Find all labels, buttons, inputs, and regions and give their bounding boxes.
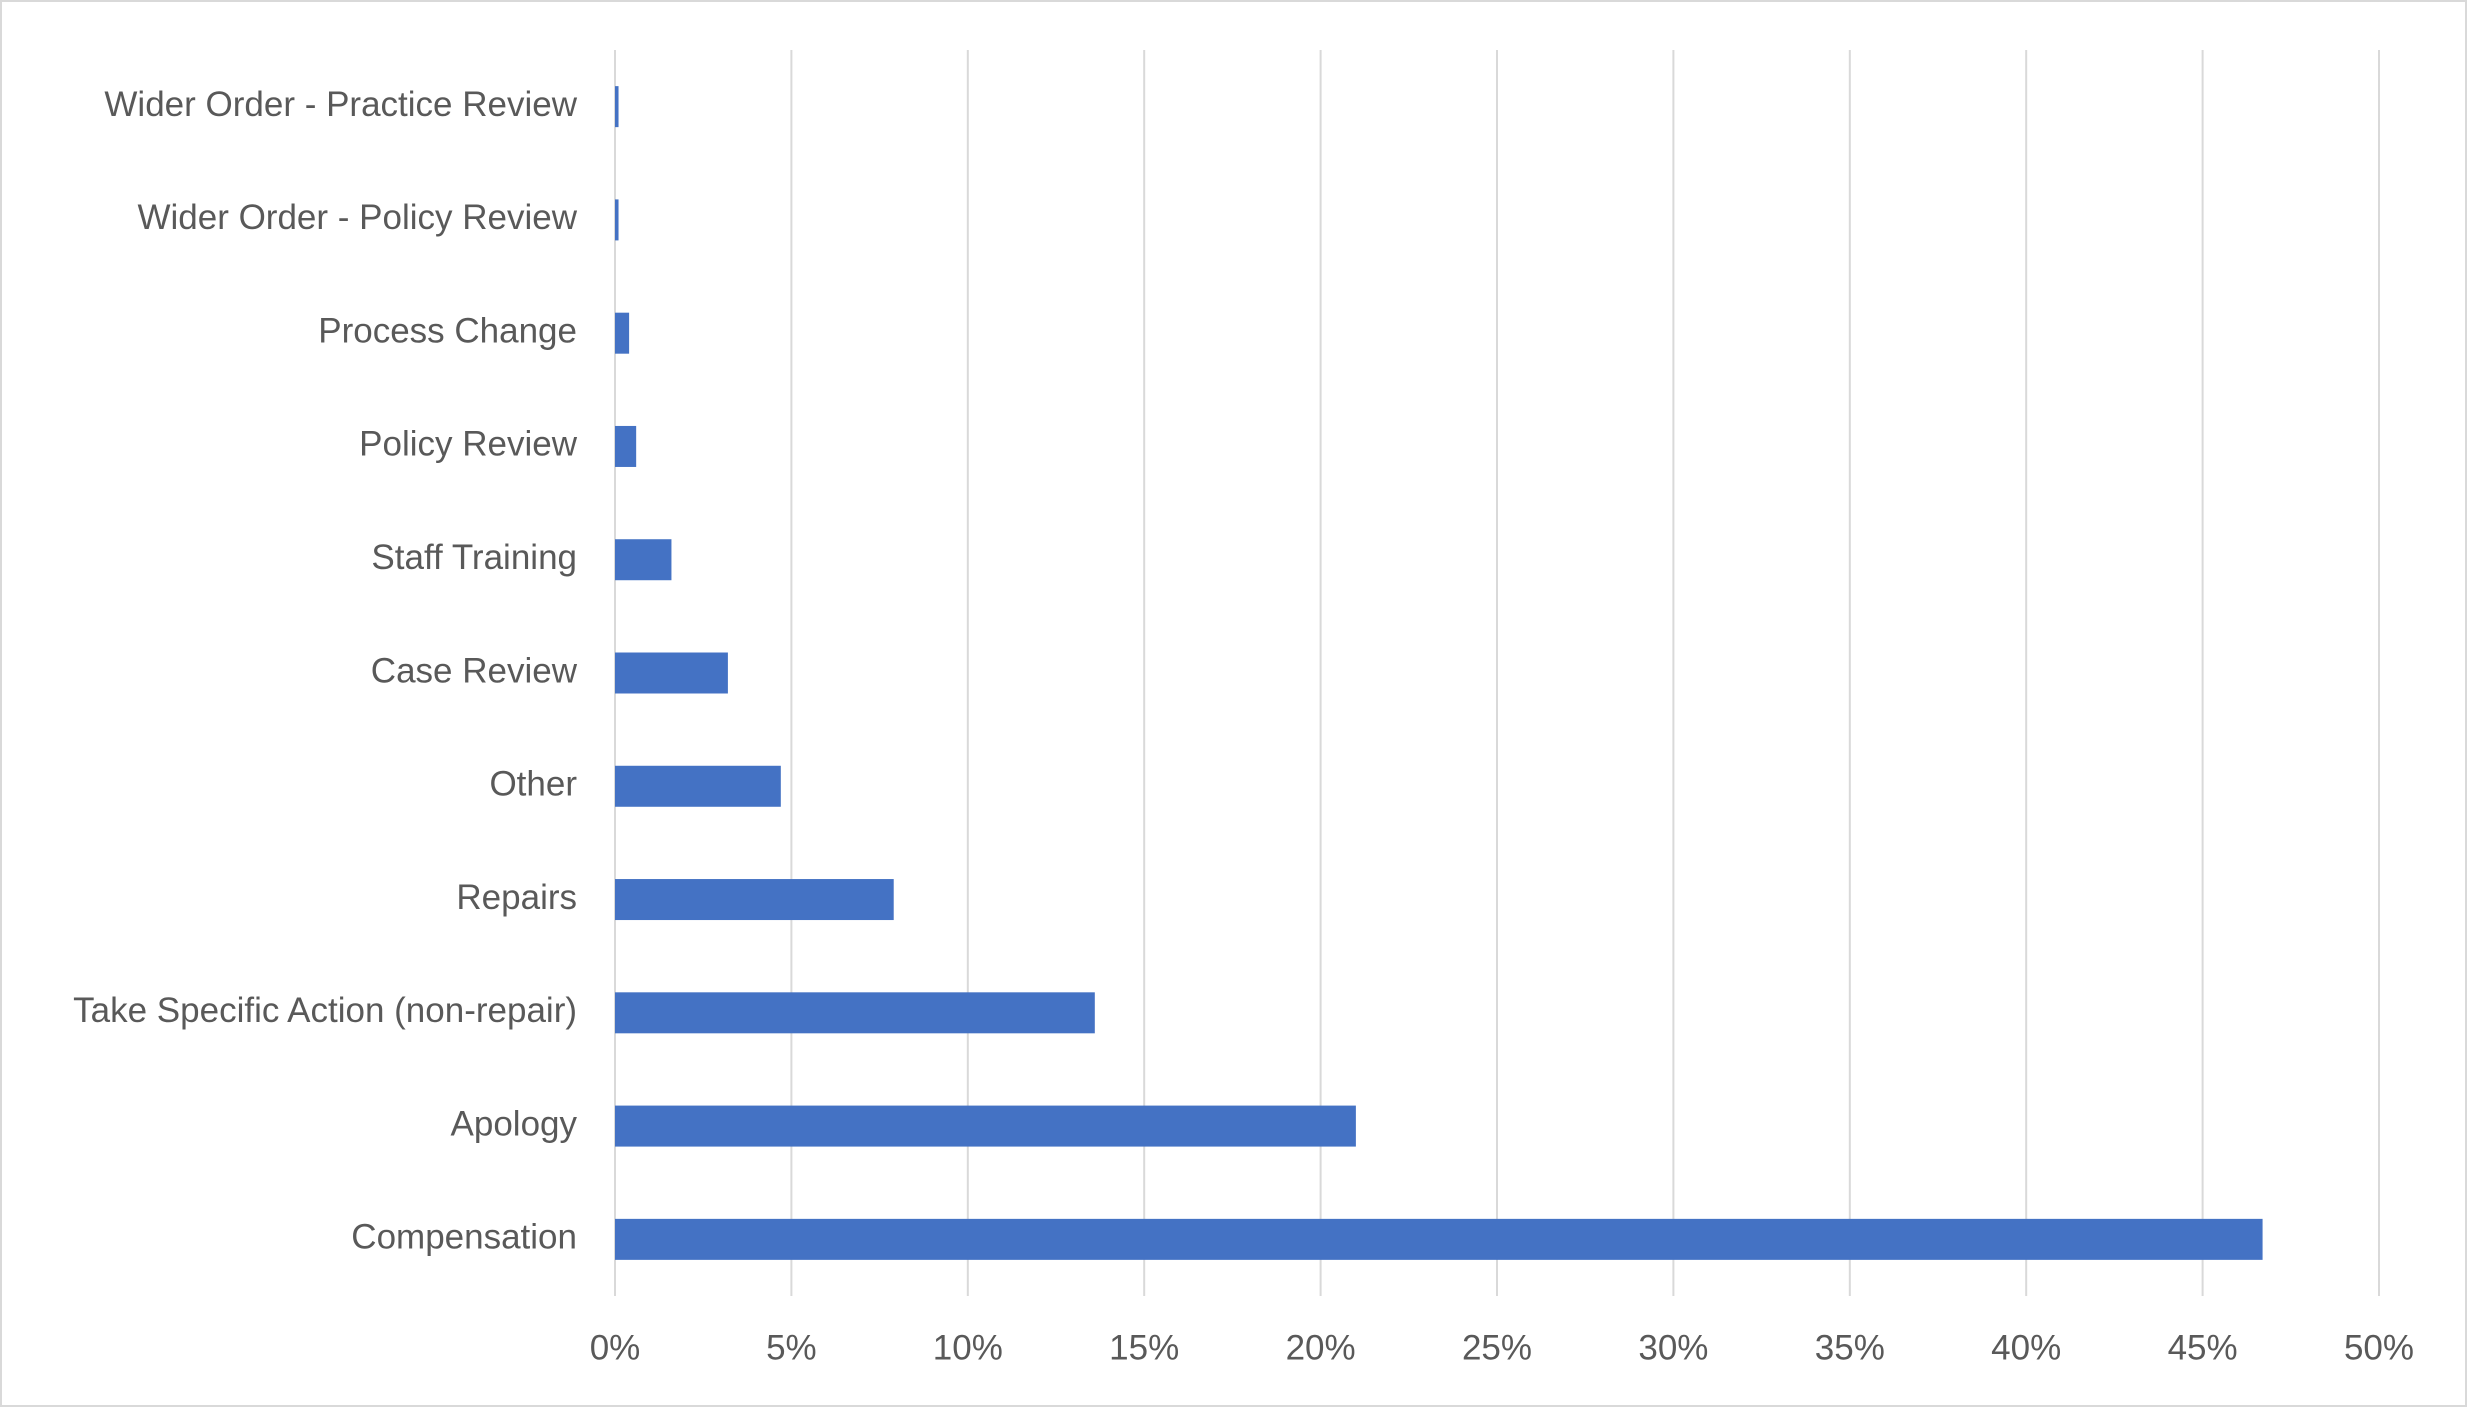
bar — [615, 1105, 1356, 1147]
x-tick-label: 20% — [1286, 1328, 1356, 1367]
y-tick-label: Case Review — [371, 651, 578, 690]
bar — [615, 652, 728, 694]
bar — [615, 1218, 2263, 1260]
y-tick-label: Policy Review — [359, 425, 578, 464]
y-tick-label: Apology — [451, 1104, 578, 1143]
x-tick-label: 15% — [1109, 1328, 1179, 1367]
y-tick-label: Staff Training — [371, 538, 577, 577]
x-tick-label: 5% — [766, 1328, 817, 1367]
x-tick-label: 45% — [2168, 1328, 2238, 1367]
y-tick-label: Take Specific Action (non-repair) — [73, 991, 577, 1030]
y-tick-label: Wider Order - Practice Review — [104, 85, 577, 124]
y-tick-label: Other — [489, 765, 577, 804]
y-tick-label: Compensation — [351, 1218, 577, 1257]
bar — [615, 312, 630, 354]
x-tick-label: 30% — [1638, 1328, 1708, 1367]
x-tick-label: 0% — [590, 1328, 641, 1367]
y-tick-label: Repairs — [456, 878, 577, 917]
bar — [615, 765, 781, 807]
x-tick-label: 25% — [1462, 1328, 1532, 1367]
x-tick-label: 50% — [2344, 1328, 2414, 1367]
y-tick-label: Wider Order - Policy Review — [137, 198, 577, 237]
bar — [615, 425, 637, 467]
y-tick-label: Process Change — [318, 311, 577, 350]
bar — [615, 199, 619, 241]
x-tick-label: 35% — [1815, 1328, 1885, 1367]
x-tick-label: 10% — [933, 1328, 1003, 1367]
x-tick-label: 40% — [1991, 1328, 2061, 1367]
bar — [615, 539, 672, 581]
bar — [615, 879, 894, 921]
bar — [615, 992, 1095, 1034]
bar — [615, 86, 619, 128]
